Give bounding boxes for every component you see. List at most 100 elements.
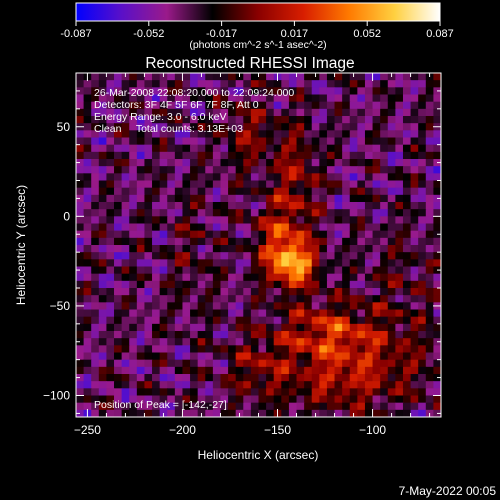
heatmap-cell xyxy=(136,209,146,217)
heatmap-cell xyxy=(273,402,282,411)
heatmap-cell xyxy=(387,144,396,153)
heatmap-cell xyxy=(212,116,222,124)
heatmap-cell xyxy=(212,402,222,411)
heatmap-cell xyxy=(129,237,138,246)
heatmap-cell xyxy=(266,245,275,253)
heatmap-cell xyxy=(159,80,168,88)
heatmap-cell xyxy=(174,395,184,404)
heatmap-cell xyxy=(372,302,381,311)
heatmap-cell xyxy=(364,130,374,139)
heatmap-cell xyxy=(258,331,267,339)
heatmap-cell xyxy=(250,309,260,318)
heatmap-cell xyxy=(174,209,184,217)
heatmap-cell xyxy=(334,366,343,375)
y-axis-label: Heliocentric Y (arcsec) xyxy=(14,185,28,305)
heatmap-cell xyxy=(212,73,222,81)
heatmap-cell xyxy=(106,144,115,153)
heatmap-cell xyxy=(342,302,351,311)
heatmap-cell xyxy=(83,381,92,389)
heatmap-cell xyxy=(311,288,320,296)
heatmap-cell xyxy=(167,374,176,382)
heatmap-cell xyxy=(387,159,396,167)
heatmap-cell xyxy=(296,216,305,225)
heatmap-cell xyxy=(349,402,358,411)
heatmap-cell xyxy=(319,366,328,375)
heatmap-cell xyxy=(174,101,184,110)
heatmap-cell xyxy=(212,280,222,289)
heatmap-cell xyxy=(83,266,92,275)
heatmap-cell xyxy=(364,252,374,260)
heatmap-cell xyxy=(228,388,237,397)
heatmap-cell xyxy=(91,209,100,217)
x-tick-label: −100 xyxy=(359,423,386,437)
heatmap-cell xyxy=(205,359,214,368)
heatmap-cell xyxy=(342,402,351,411)
heatmap-cell xyxy=(372,209,381,217)
heatmap-cell xyxy=(91,388,100,397)
heatmap-cell xyxy=(98,173,108,182)
heatmap-cell xyxy=(402,288,412,296)
heatmap-cell xyxy=(342,352,351,361)
heatmap-cell xyxy=(258,302,267,311)
heatmap-cell xyxy=(266,202,275,210)
heatmap-cell xyxy=(212,366,222,375)
heatmap-cell xyxy=(106,108,115,117)
heatmap-cell xyxy=(114,409,123,417)
heatmap-cell xyxy=(296,381,305,389)
heatmap-cell xyxy=(380,295,389,303)
heatmap-cell xyxy=(380,73,389,81)
heatmap-cell xyxy=(364,352,374,361)
heatmap-cell xyxy=(342,194,351,203)
heatmap-cell xyxy=(190,123,199,131)
heatmap-cell xyxy=(174,137,184,146)
heatmap-cell xyxy=(174,273,184,282)
heatmap-cell xyxy=(342,159,351,167)
heatmap-cell xyxy=(205,216,214,225)
heatmap-cell xyxy=(129,108,138,117)
heatmap-cell xyxy=(91,223,100,232)
heatmap-cell xyxy=(319,409,328,417)
heatmap-cell xyxy=(174,309,184,318)
heatmap-cell xyxy=(98,295,108,303)
heatmap-cell xyxy=(387,388,396,397)
heatmap-cell xyxy=(342,108,351,117)
heatmap-cell xyxy=(98,87,108,96)
heatmap-cell xyxy=(212,388,222,397)
heatmap-cell xyxy=(152,402,161,411)
heatmap-cell xyxy=(288,94,298,103)
heatmap-cell xyxy=(129,116,138,124)
heatmap-cell xyxy=(311,130,320,139)
heatmap-cell xyxy=(304,123,313,131)
heatmap-cell xyxy=(364,323,374,332)
heatmap-cell xyxy=(380,180,389,189)
heatmap-cell xyxy=(372,116,381,124)
heatmap-cell xyxy=(258,266,267,275)
heatmap-cell xyxy=(182,202,191,210)
heatmap-cell xyxy=(174,202,184,210)
heatmap-cell xyxy=(266,80,275,88)
heatmap-cell xyxy=(121,323,130,332)
heatmap-cell xyxy=(281,280,290,289)
heatmap-cell xyxy=(114,323,123,332)
heatmap-cell xyxy=(106,359,115,368)
heatmap-cell xyxy=(395,108,404,117)
heatmap-cell xyxy=(152,381,161,389)
heatmap-cell xyxy=(319,331,328,339)
heatmap-cell xyxy=(372,166,381,174)
heatmap-cell xyxy=(433,309,441,318)
heatmap-cell xyxy=(395,151,404,160)
heatmap-cell xyxy=(129,345,138,354)
heatmap-cell xyxy=(190,137,199,146)
heatmap-cell xyxy=(349,123,358,131)
heatmap-cell xyxy=(342,180,351,189)
heatmap-cell xyxy=(433,173,441,182)
heatmap-cell xyxy=(372,359,381,368)
heatmap-cell xyxy=(311,273,320,282)
heatmap-cell xyxy=(106,316,115,325)
heatmap-cell xyxy=(334,223,343,232)
heatmap-cell xyxy=(296,395,305,404)
heatmap-cell xyxy=(182,245,191,253)
heatmap-cell xyxy=(91,259,100,268)
heatmap-cell xyxy=(402,87,412,96)
heatmap-cell xyxy=(372,159,381,167)
